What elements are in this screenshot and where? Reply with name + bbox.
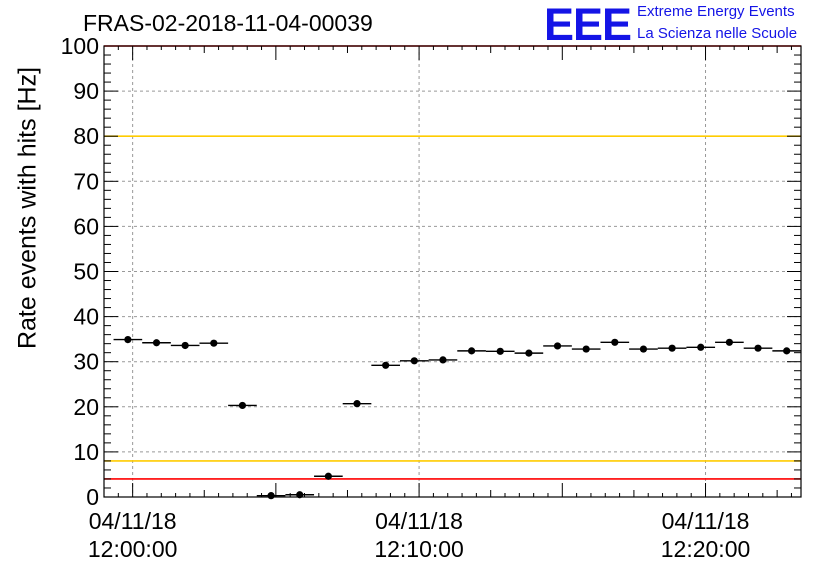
data-point (467, 347, 476, 355)
y-tick-labels: 0 10 20 30 40 50 60 70 80 90 100 (61, 33, 99, 510)
reference-lines (104, 45, 801, 480)
y-tick-label: 80 (73, 123, 99, 149)
data-point (124, 336, 132, 344)
data-point (697, 343, 705, 351)
y-tick-label: 100 (61, 33, 99, 59)
y-tick-label: 50 (73, 259, 99, 285)
data-point (181, 341, 189, 350)
y-axis-label: Rate events with hits [Hz] (13, 66, 42, 350)
axis-ticks (103, 45, 801, 498)
data-point (353, 400, 361, 408)
data-point (238, 401, 247, 410)
data-point (410, 357, 418, 365)
y-tick-label: 20 (73, 394, 99, 420)
data-point (152, 339, 161, 347)
eee-logo: EEE (544, 0, 632, 50)
chart-title: FRAS-02-2018-11-04-00039 (83, 10, 373, 36)
data-point (324, 472, 332, 480)
data-point (639, 345, 648, 353)
data-point (611, 338, 619, 346)
data-point (754, 344, 762, 352)
data-point (783, 347, 791, 355)
data-point (210, 339, 218, 347)
y-tick-label: 0 (86, 484, 99, 510)
data-point (668, 344, 676, 352)
y-tick-label: 40 (73, 304, 99, 330)
y-tick-label: 60 (73, 213, 99, 239)
data-point (525, 349, 533, 357)
data-point (267, 492, 275, 500)
y-tick-label: 10 (73, 439, 99, 465)
x-tick-label-date: 04/11/18 (662, 508, 750, 534)
x-tick-label-time: 12:10:00 (374, 536, 464, 562)
data-point (582, 345, 590, 353)
y-tick-label: 70 (73, 168, 99, 194)
data-point (382, 361, 390, 369)
logo-line-1: Extreme Energy Events (637, 3, 795, 20)
data-point (439, 356, 447, 364)
y-tick-label: 90 (73, 78, 99, 104)
grid-layer (104, 46, 801, 497)
y-tick-label: 30 (73, 349, 99, 375)
data-point (725, 338, 733, 346)
data-point (496, 347, 504, 355)
x-tick-label-time: 12:20:00 (661, 536, 751, 562)
x-tick-label-date: 04/11/18 (375, 508, 463, 534)
x-tick-labels: 04/11/1812:00:0004/11/1812:10:0004/11/18… (88, 508, 750, 562)
x-tick-label-date: 04/11/18 (89, 508, 177, 534)
x-tick-label-time: 12:00:00 (88, 536, 178, 562)
logo-line-2: La Scienza nelle Scuole (637, 25, 798, 42)
data-points (113, 336, 801, 500)
data-point (553, 342, 562, 350)
